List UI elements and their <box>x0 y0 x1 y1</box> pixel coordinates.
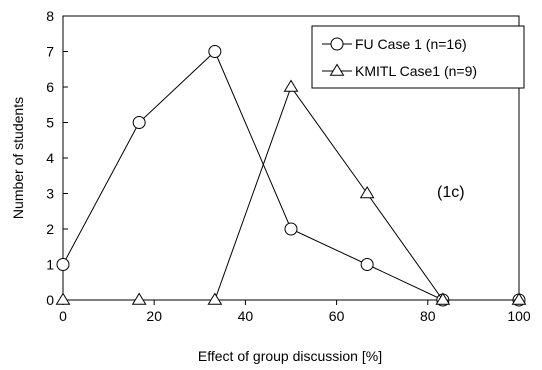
y-tick-label: 5 <box>46 115 54 131</box>
data-point <box>284 222 298 236</box>
data-point <box>511 292 527 305</box>
annotation-label: (1c) <box>437 184 465 201</box>
x-axis-title: Effect of group discussion [%] <box>198 348 382 364</box>
data-point <box>283 79 299 92</box>
legend: FU Case 1 (n=16) KMITL Case1 (n=9) <box>311 25 525 89</box>
x-tick-label: 60 <box>329 308 345 324</box>
y-axis-title: Number of students <box>10 97 26 219</box>
series-kmitl-case-1 <box>55 79 527 305</box>
y-tick-label: 8 <box>46 8 54 24</box>
y-tick-label: 2 <box>46 221 54 237</box>
data-point <box>55 292 71 305</box>
legend-label: KMITL Case1 (n=9) <box>355 63 477 79</box>
data-point <box>435 292 451 305</box>
data-point <box>208 45 222 58</box>
data-point <box>56 258 70 271</box>
data-point <box>207 292 223 305</box>
legend-marker <box>329 63 345 76</box>
legend-item: FU Case 1 (n=16) <box>322 36 467 52</box>
legend-marker <box>330 37 344 51</box>
data-point <box>359 186 375 199</box>
x-tick-label: 20 <box>146 308 162 324</box>
x-tick-label: 100 <box>507 308 531 324</box>
y-tick-label: 3 <box>46 186 54 202</box>
x-tick-label: 80 <box>420 308 436 324</box>
legend-item: KMITL Case1 (n=9) <box>322 63 477 79</box>
data-point <box>360 258 374 271</box>
y-tick-label: 1 <box>46 257 54 273</box>
x-tick-label: 0 <box>59 308 67 324</box>
data-point <box>132 116 146 129</box>
y-tick-label: 6 <box>46 79 54 95</box>
legend-label: FU Case 1 (n=16) <box>355 36 467 52</box>
x-tick-label: 40 <box>238 308 254 324</box>
y-tick-label: 0 <box>46 292 54 308</box>
y-tick-label: 7 <box>46 44 54 60</box>
data-point <box>131 292 147 305</box>
y-tick-label: 4 <box>46 150 54 166</box>
